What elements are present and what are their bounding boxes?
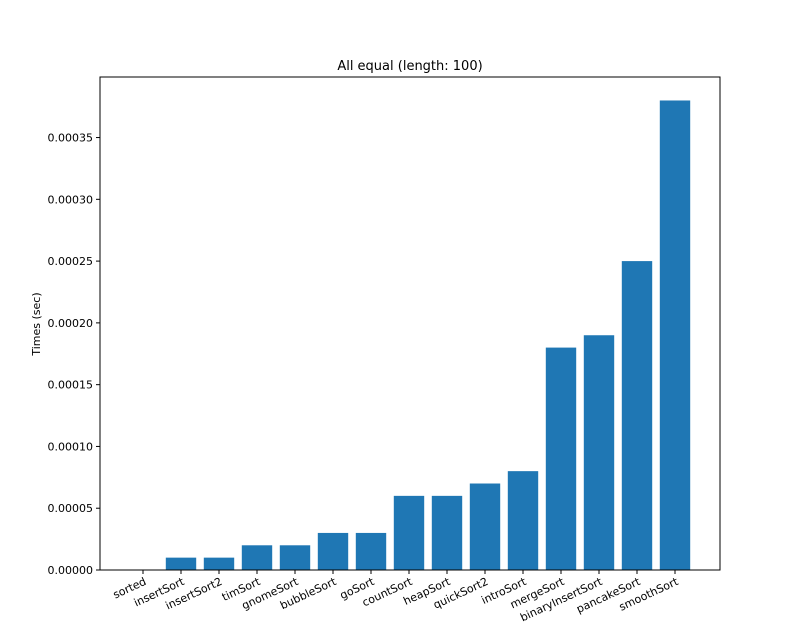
- bar-quickSort2: [469, 483, 501, 570]
- bar-pancakeSort: [621, 261, 653, 570]
- y-axis-label: Times (sec): [30, 292, 43, 356]
- y-axis-ticks: 0.00000 0.00005 0.00010 0.00015 0.00020 0.000…: [48, 132, 100, 577]
- bars-group: [165, 100, 691, 570]
- y-tick-label: 0.00010: [48, 440, 94, 453]
- bar-binaryInsertSort: [583, 335, 615, 570]
- bar-heapSort: [431, 495, 463, 570]
- bar-smoothSort: [659, 100, 691, 570]
- bar-insertSort2: [203, 557, 235, 570]
- bar-insertSort: [165, 557, 197, 570]
- y-tick-label: 0.00035: [48, 132, 94, 145]
- chart-title: All equal (length: 100): [337, 59, 482, 74]
- y-tick-label: 0.00005: [48, 502, 94, 515]
- bar-bubbleSort: [317, 532, 349, 570]
- y-tick-label: 0.00020: [48, 317, 94, 330]
- y-tick-label: 0.00000: [48, 564, 94, 577]
- bar-countSort: [393, 495, 425, 570]
- bar-introSort: [507, 471, 539, 570]
- x-axis-ticks: sortedinsertSortinsertSort2timSortgnomeS…: [111, 570, 681, 624]
- plot-frame: [99, 76, 721, 571]
- bar-goSort: [355, 532, 387, 570]
- y-tick-label: 0.00015: [48, 379, 94, 392]
- bar-gnomeSort: [279, 545, 311, 570]
- bar-timSort: [241, 545, 273, 570]
- y-tick-label: 0.00030: [48, 193, 94, 206]
- y-tick-label: 0.00025: [48, 255, 94, 268]
- bar-mergeSort: [545, 347, 577, 570]
